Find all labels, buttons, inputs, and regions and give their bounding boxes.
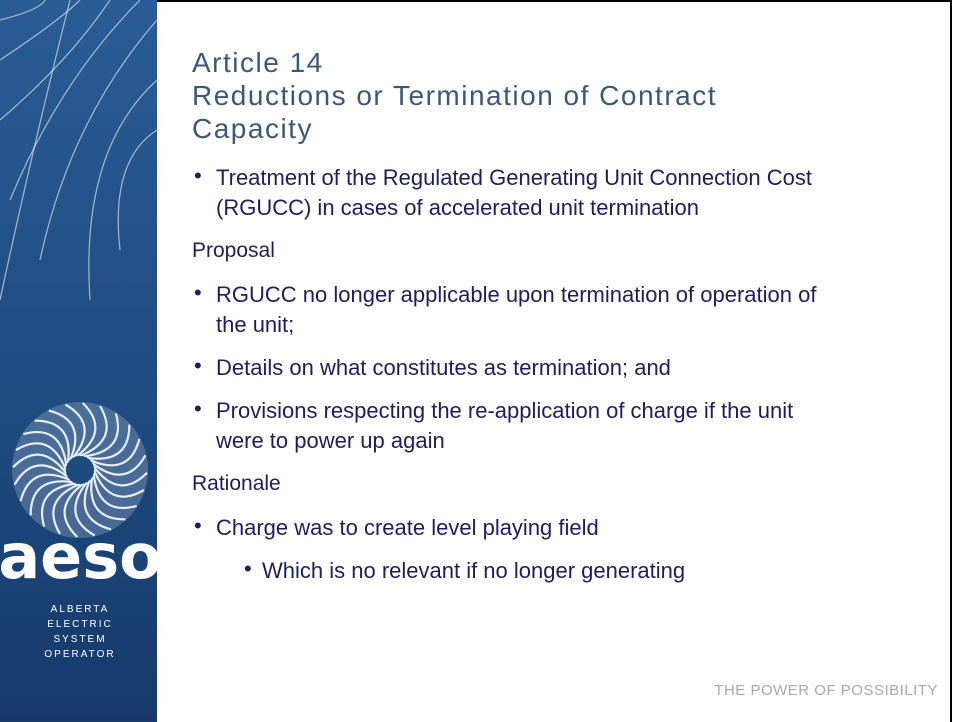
- bullet: Treatment of the Regulated Generating Un…: [192, 163, 826, 223]
- bullet: Charge was to create level playing field: [192, 513, 826, 543]
- sub-bullet: Which is no relevant if no longer genera…: [192, 556, 932, 586]
- bullet: Details on what constitutes as terminati…: [192, 353, 826, 383]
- section-heading: Proposal: [192, 236, 932, 266]
- logo-text: aeso: [0, 520, 157, 593]
- logo-line: ELECTRIC: [47, 619, 112, 630]
- slide: aeso ALBERTA ELECTRIC SYSTEM OPERATOR Artic…: [0, 0, 954, 722]
- bullet: Provisions respecting the re-application…: [192, 396, 826, 456]
- title-line: Article 14: [192, 46, 832, 79]
- sidebar: aeso ALBERTA ELECTRIC SYSTEM OPERATOR: [0, 0, 157, 722]
- footer-tagline: THE POWER OF POSSIBILITY: [714, 682, 938, 699]
- logo-line: OPERATOR: [44, 649, 115, 660]
- bullet: RGUCC no longer applicable upon terminat…: [192, 280, 826, 340]
- logo-line: SYSTEM: [53, 634, 106, 645]
- title-line: Reductions or Termination of Contract Ca…: [192, 79, 832, 145]
- logo-line: ALBERTA: [51, 604, 110, 615]
- slide-body: Treatment of the Regulated Generating Un…: [192, 163, 932, 586]
- section-heading: Rationale: [192, 469, 932, 499]
